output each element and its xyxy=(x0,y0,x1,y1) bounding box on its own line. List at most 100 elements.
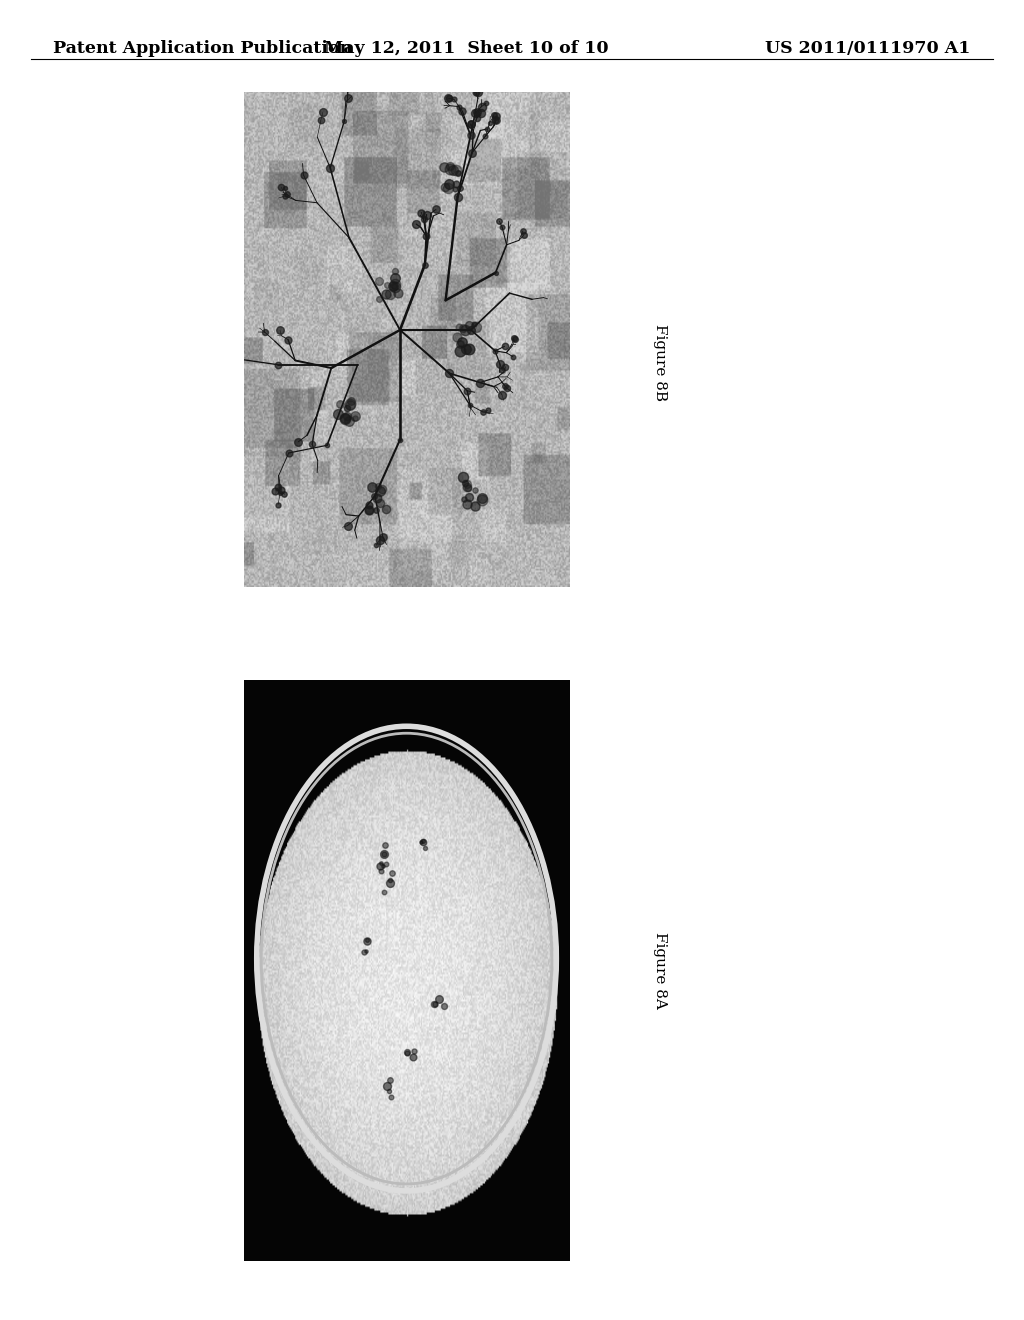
Point xyxy=(341,393,357,414)
Point xyxy=(444,160,461,181)
Text: May 12, 2011  Sheet 10 of 10: May 12, 2011 Sheet 10 of 10 xyxy=(324,40,608,57)
Point xyxy=(481,112,498,133)
Point xyxy=(426,993,442,1014)
Point xyxy=(339,397,355,418)
Point xyxy=(469,107,485,128)
Point xyxy=(364,477,380,498)
Point xyxy=(457,319,473,341)
Point xyxy=(436,177,453,198)
Point xyxy=(479,400,496,421)
Point xyxy=(458,473,474,494)
Point xyxy=(270,494,287,515)
Point xyxy=(337,407,353,428)
Point xyxy=(474,490,490,511)
Point xyxy=(427,994,443,1015)
Point xyxy=(515,224,531,246)
Point xyxy=(452,341,468,362)
Point xyxy=(473,96,489,117)
Point xyxy=(495,360,511,381)
Point xyxy=(497,376,513,397)
Point xyxy=(459,380,475,401)
Point xyxy=(416,209,432,230)
Point xyxy=(206,341,222,362)
Point xyxy=(466,479,482,500)
Point xyxy=(276,178,293,199)
Point xyxy=(205,356,221,378)
Point xyxy=(278,185,294,206)
Point xyxy=(280,329,296,350)
Point xyxy=(342,395,358,416)
Point xyxy=(360,500,377,521)
Point xyxy=(312,110,329,131)
Point xyxy=(494,216,510,238)
Point xyxy=(479,119,496,140)
Point xyxy=(370,475,386,496)
Point xyxy=(435,995,452,1016)
Point xyxy=(452,178,468,199)
Point xyxy=(440,174,457,195)
Point xyxy=(447,173,464,194)
Point xyxy=(330,404,346,425)
Point xyxy=(409,214,425,235)
Point xyxy=(296,165,312,186)
Point xyxy=(468,102,484,123)
Point xyxy=(485,104,502,125)
Point xyxy=(442,156,459,177)
Point xyxy=(404,1047,421,1068)
Point xyxy=(417,838,433,859)
Point xyxy=(506,327,522,348)
Point xyxy=(372,480,388,502)
Point xyxy=(478,92,495,114)
Text: Figure 8B: Figure 8B xyxy=(653,325,668,401)
Point xyxy=(196,367,212,388)
Point xyxy=(455,318,471,339)
Point xyxy=(346,405,362,426)
Point xyxy=(368,499,384,520)
Point xyxy=(332,393,348,414)
Point xyxy=(415,830,431,851)
Text: Patent Application Publication: Patent Application Publication xyxy=(53,40,352,57)
Point xyxy=(468,82,484,103)
Point xyxy=(371,271,387,292)
Point xyxy=(272,483,289,504)
Point xyxy=(375,855,391,876)
Point xyxy=(376,843,392,865)
Point xyxy=(389,282,406,304)
Point xyxy=(257,322,273,343)
Point xyxy=(473,102,489,123)
Point xyxy=(381,1080,397,1101)
Point xyxy=(450,326,466,347)
Point xyxy=(463,319,479,341)
Point xyxy=(339,515,355,536)
Point xyxy=(343,391,359,412)
Point xyxy=(462,395,478,416)
Point xyxy=(270,477,287,498)
Point xyxy=(378,498,394,519)
Point xyxy=(368,535,384,556)
Point xyxy=(387,267,403,288)
Point xyxy=(387,277,403,298)
Point xyxy=(440,178,457,199)
Point xyxy=(456,466,472,487)
Point xyxy=(356,941,373,962)
Point xyxy=(459,473,475,494)
Point xyxy=(371,289,387,310)
Point xyxy=(384,275,400,296)
Point xyxy=(276,484,293,506)
Point xyxy=(387,273,403,294)
Point xyxy=(456,488,472,510)
Point xyxy=(414,202,430,223)
Point xyxy=(486,110,503,131)
Point xyxy=(445,88,462,110)
Point xyxy=(376,843,392,865)
Point xyxy=(497,335,513,356)
Point xyxy=(373,855,389,876)
Point xyxy=(358,940,375,961)
Point xyxy=(382,1069,398,1090)
Point xyxy=(304,434,321,455)
Point xyxy=(372,492,388,513)
Point xyxy=(460,477,476,498)
Point xyxy=(339,75,355,96)
Point xyxy=(452,334,468,355)
Point xyxy=(449,160,465,181)
